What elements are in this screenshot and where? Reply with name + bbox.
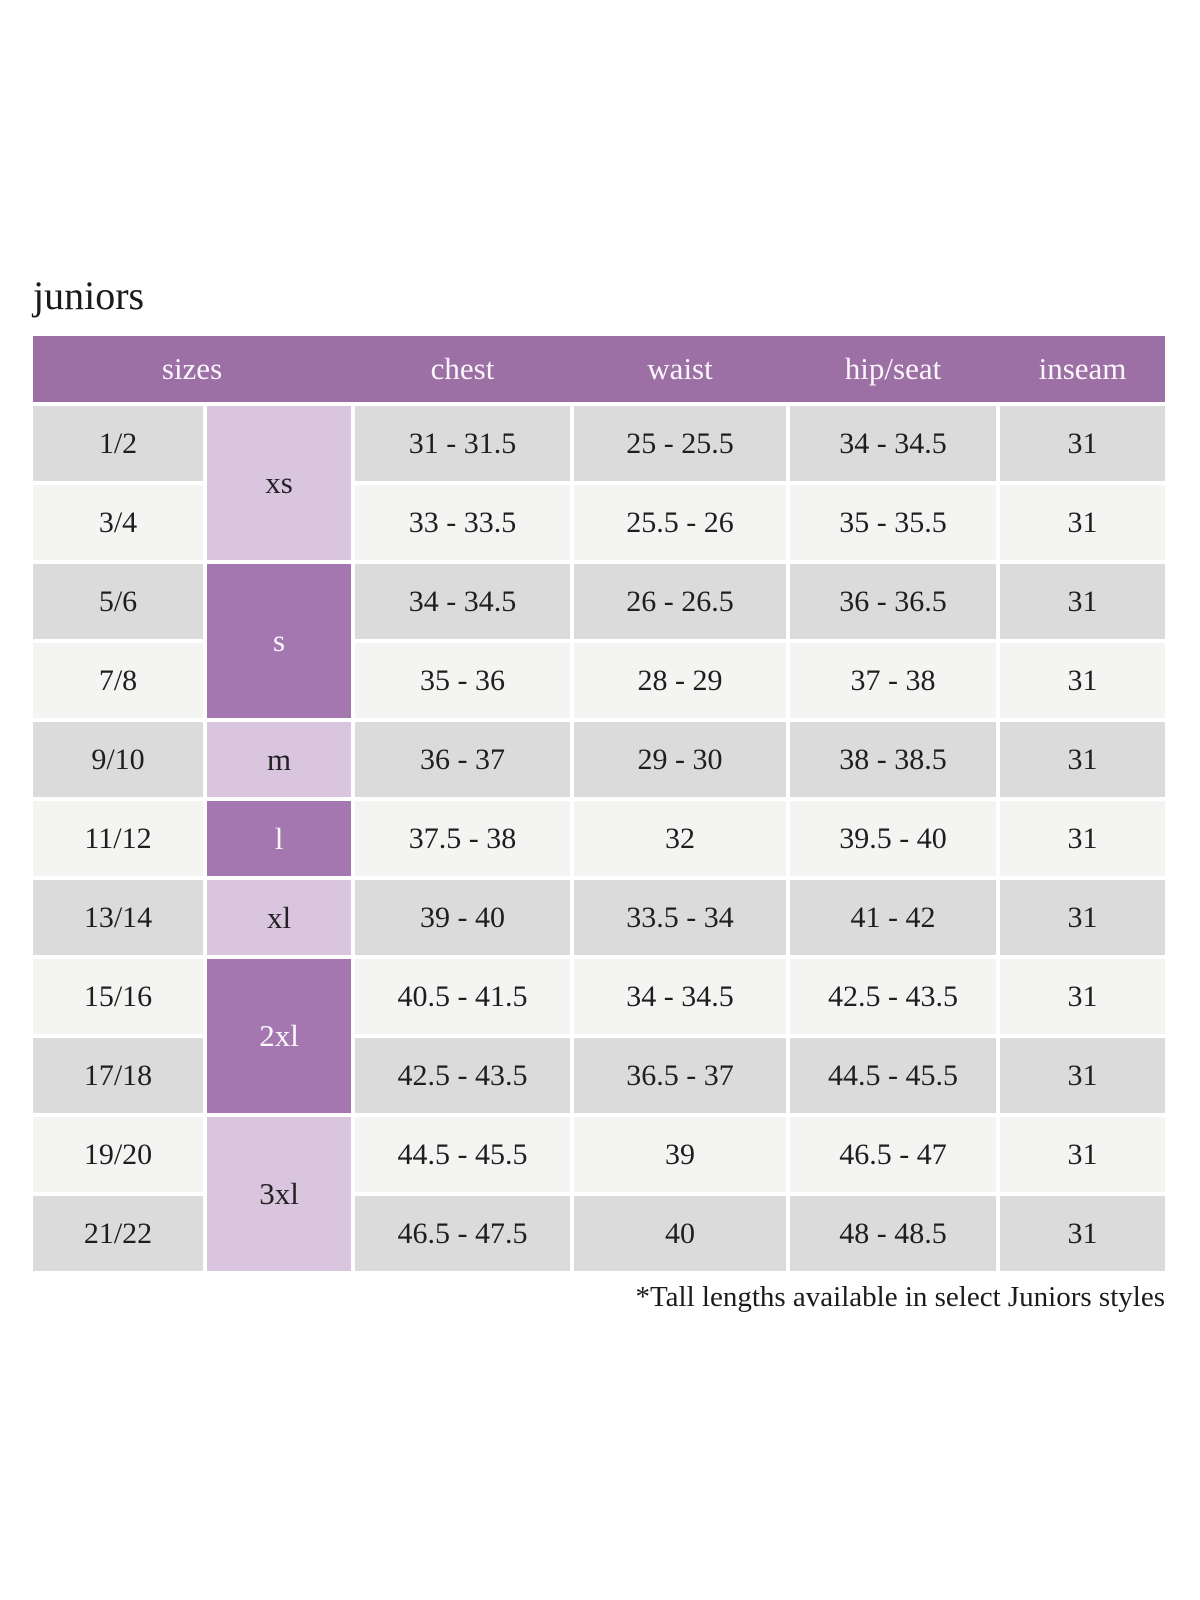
column-header-chest: chest xyxy=(355,336,571,402)
hip-seat-value-cell: 37 - 38 xyxy=(790,643,997,718)
size-letter-cell-2xl: 2xl xyxy=(207,959,352,1113)
table-row: 3/4 33 - 33.5 25.5 - 26 35 - 35.5 31 xyxy=(33,485,1166,560)
header-row: sizes chest waist hip/seat inseam xyxy=(33,336,1166,402)
hip-seat-value-cell: 38 - 38.5 xyxy=(790,722,997,797)
chest-value-cell: 44.5 - 45.5 xyxy=(355,1117,571,1192)
waist-value-cell: 25.5 - 26 xyxy=(574,485,787,560)
inseam-value-cell: 31 xyxy=(1000,1117,1166,1192)
tall-lengths-footnote: *Tall lengths available in select Junior… xyxy=(635,1281,1165,1313)
size-range-cell: 9/10 xyxy=(33,722,203,797)
size-range-cell: 21/22 xyxy=(33,1196,203,1271)
chest-value-cell: 34 - 34.5 xyxy=(355,564,571,639)
inseam-value-cell: 31 xyxy=(1000,1196,1166,1271)
hip-seat-value-cell: 34 - 34.5 xyxy=(790,406,997,481)
hip-seat-value-cell: 35 - 35.5 xyxy=(790,485,997,560)
inseam-value-cell: 31 xyxy=(1000,801,1166,876)
table-row: 21/22 46.5 - 47.5 40 48 - 48.5 31 xyxy=(33,1196,1166,1271)
size-letter-cell-xl: xl xyxy=(207,880,352,955)
size-letter-cell-l: l xyxy=(207,801,352,876)
size-letter-cell-m: m xyxy=(207,722,352,797)
table-row: 1/2 xs 31 - 31.5 25 - 25.5 34 - 34.5 31 xyxy=(33,406,1166,560)
column-header-inseam: inseam xyxy=(1000,336,1166,402)
waist-value-cell: 36.5 - 37 xyxy=(574,1038,787,1113)
size-range-cell: 5/6 xyxy=(33,564,203,639)
chest-value-cell: 37.5 - 38 xyxy=(355,801,571,876)
size-range-cell: 3/4 xyxy=(33,485,203,560)
hip-seat-value-cell: 39.5 - 40 xyxy=(790,801,997,876)
chest-value-cell: 35 - 36 xyxy=(355,643,571,718)
size-letter-cell-xs: xs xyxy=(207,406,352,560)
waist-value-cell: 33.5 - 34 xyxy=(574,880,787,955)
waist-value-cell: 25 - 25.5 xyxy=(574,406,787,481)
table-row: 13/14 xl 39 - 40 33.5 - 34 41 - 42 31 xyxy=(33,880,1166,955)
column-header-waist: waist xyxy=(574,336,787,402)
waist-value-cell: 40 xyxy=(574,1196,787,1271)
hip-seat-value-cell: 36 - 36.5 xyxy=(790,564,997,639)
size-range-cell: 19/20 xyxy=(33,1117,203,1192)
inseam-value-cell: 31 xyxy=(1000,1038,1166,1113)
inseam-value-cell: 31 xyxy=(1000,485,1166,560)
column-header-sizes: sizes xyxy=(33,336,352,402)
chest-value-cell: 33 - 33.5 xyxy=(355,485,571,560)
size-letter-cell-s: s xyxy=(207,564,352,718)
chest-value-cell: 31 - 31.5 xyxy=(355,406,571,481)
inseam-value-cell: 31 xyxy=(1000,643,1166,718)
hip-seat-value-cell: 48 - 48.5 xyxy=(790,1196,997,1271)
juniors-size-chart-table: sizes chest waist hip/seat inseam 1/2 xs… xyxy=(29,332,1169,1275)
table-row: 7/8 35 - 36 28 - 29 37 - 38 31 xyxy=(33,643,1166,718)
waist-value-cell: 28 - 29 xyxy=(574,643,787,718)
inseam-value-cell: 31 xyxy=(1000,959,1166,1034)
chest-value-cell: 39 - 40 xyxy=(355,880,571,955)
waist-value-cell: 39 xyxy=(574,1117,787,1192)
inseam-value-cell: 31 xyxy=(1000,406,1166,481)
waist-value-cell: 26 - 26.5 xyxy=(574,564,787,639)
size-range-cell: 11/12 xyxy=(33,801,203,876)
size-range-cell: 15/16 xyxy=(33,959,203,1034)
inseam-value-cell: 31 xyxy=(1000,880,1166,955)
table-row: 15/16 2xl 40.5 - 41.5 34 - 34.5 42.5 - 4… xyxy=(33,959,1166,1113)
table-row: 5/6 s 34 - 34.5 26 - 26.5 36 - 36.5 31 xyxy=(33,564,1166,718)
waist-value-cell: 29 - 30 xyxy=(574,722,787,797)
inseam-value-cell: 31 xyxy=(1000,564,1166,639)
waist-value-cell: 34 - 34.5 xyxy=(574,959,787,1034)
size-range-cell: 1/2 xyxy=(33,406,203,481)
size-chart-content: juniors sizes chest waist hip/seat insea… xyxy=(29,272,1169,1314)
size-letter-cell-3xl: 3xl xyxy=(207,1117,352,1271)
table-row: 9/10 m 36 - 37 29 - 30 38 - 38.5 31 xyxy=(33,722,1166,797)
size-range-cell: 13/14 xyxy=(33,880,203,955)
table-row: 11/12 l 37.5 - 38 32 39.5 - 40 31 xyxy=(33,801,1166,876)
page-title: juniors xyxy=(33,273,145,318)
hip-seat-value-cell: 41 - 42 xyxy=(790,880,997,955)
chest-value-cell: 40.5 - 41.5 xyxy=(355,959,571,1034)
chest-value-cell: 46.5 - 47.5 xyxy=(355,1196,571,1271)
chest-value-cell: 42.5 - 43.5 xyxy=(355,1038,571,1113)
column-header-hip-seat: hip/seat xyxy=(790,336,997,402)
size-range-cell: 17/18 xyxy=(33,1038,203,1113)
waist-value-cell: 32 xyxy=(574,801,787,876)
hip-seat-value-cell: 42.5 - 43.5 xyxy=(790,959,997,1034)
table-row: 17/18 42.5 - 43.5 36.5 - 37 44.5 - 45.5 … xyxy=(33,1038,1166,1113)
hip-seat-value-cell: 46.5 - 47 xyxy=(790,1117,997,1192)
table-row: 19/20 3xl 44.5 - 45.5 39 46.5 - 47 31 xyxy=(33,1117,1166,1271)
chest-value-cell: 36 - 37 xyxy=(355,722,571,797)
size-range-cell: 7/8 xyxy=(33,643,203,718)
hip-seat-value-cell: 44.5 - 45.5 xyxy=(790,1038,997,1113)
inseam-value-cell: 31 xyxy=(1000,722,1166,797)
